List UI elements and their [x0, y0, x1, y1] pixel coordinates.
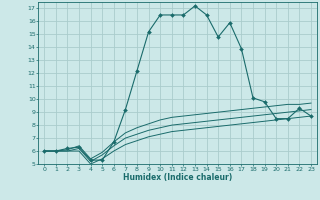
X-axis label: Humidex (Indice chaleur): Humidex (Indice chaleur)	[123, 173, 232, 182]
